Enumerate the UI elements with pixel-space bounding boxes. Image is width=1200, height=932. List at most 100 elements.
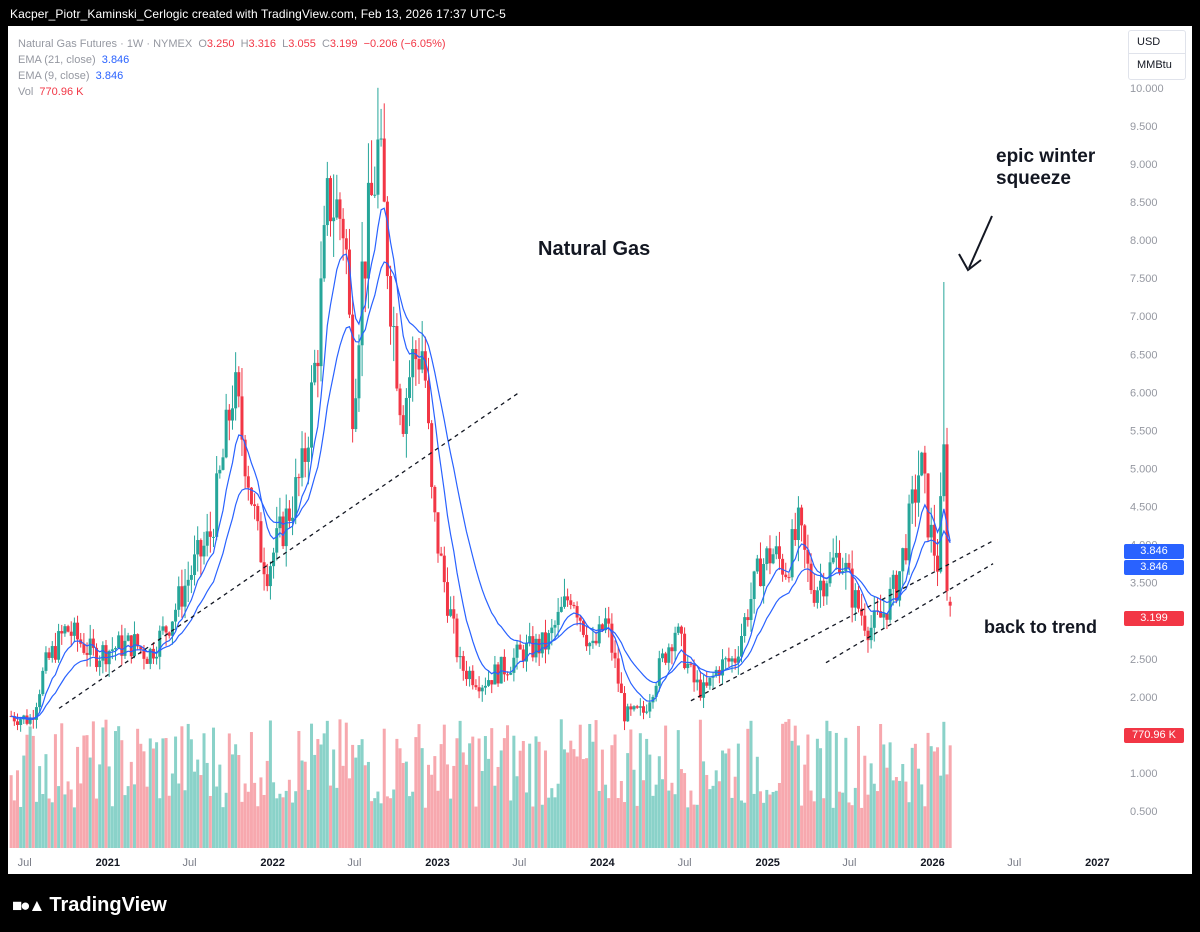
candle-body bbox=[765, 548, 769, 565]
candle-body bbox=[850, 568, 854, 608]
volume-bar bbox=[224, 792, 228, 848]
currency-button[interactable]: USD bbox=[1137, 36, 1161, 48]
candle-body bbox=[139, 646, 143, 650]
candle-body bbox=[91, 638, 95, 648]
volume-bar bbox=[528, 743, 532, 848]
volume-bar bbox=[113, 731, 117, 848]
tradingview-brand[interactable]: ■●▲ TradingView bbox=[12, 894, 167, 917]
candle-body bbox=[347, 249, 351, 315]
volume-bar bbox=[749, 720, 753, 848]
volume-bar bbox=[60, 723, 64, 848]
unit-button[interactable]: MMBtu bbox=[1129, 53, 1185, 76]
candle-body bbox=[493, 664, 497, 685]
price-chart[interactable]: 0.5001.0001.5002.0002.5003.0003.5004.000… bbox=[8, 26, 1192, 874]
candle-body bbox=[585, 634, 589, 647]
candle-body bbox=[430, 423, 434, 487]
candle-body bbox=[310, 382, 314, 448]
brand-name: TradingView bbox=[49, 894, 167, 916]
candle-body bbox=[332, 217, 336, 222]
volume-bar bbox=[22, 755, 26, 848]
candle-body bbox=[63, 626, 67, 634]
volume-bar bbox=[667, 790, 671, 848]
candle-body bbox=[885, 613, 889, 620]
y-tick-label: 8.500 bbox=[1130, 197, 1158, 209]
candle-body bbox=[714, 669, 718, 676]
volume-bar bbox=[604, 784, 608, 848]
candle-body bbox=[76, 622, 80, 640]
volume-bar bbox=[85, 735, 89, 848]
candle-body bbox=[888, 588, 892, 620]
candle-body bbox=[313, 362, 317, 383]
y-tick-label: 9.000 bbox=[1130, 159, 1158, 171]
squeeze-line-2: squeeze bbox=[996, 168, 1071, 189]
volume-bar bbox=[638, 733, 642, 848]
candle-body bbox=[597, 624, 601, 644]
candle-body bbox=[483, 685, 487, 688]
volume-bar bbox=[468, 743, 472, 848]
candle-body bbox=[189, 575, 193, 580]
candle-body bbox=[417, 359, 421, 370]
candle-body bbox=[199, 540, 203, 557]
candle-body bbox=[749, 599, 753, 621]
volume-bar bbox=[291, 802, 295, 848]
candle-body bbox=[907, 503, 911, 561]
x-tick-label: 2022 bbox=[260, 857, 284, 869]
candle-body bbox=[591, 640, 595, 644]
candle-body bbox=[898, 571, 902, 601]
volume-bar bbox=[287, 779, 291, 848]
volume-bar bbox=[117, 726, 121, 848]
volume-bar bbox=[95, 798, 99, 848]
volume-bar bbox=[404, 761, 408, 848]
volume-bar bbox=[12, 800, 16, 848]
candle-body bbox=[113, 648, 117, 650]
unit-selector[interactable]: USD MMBtu bbox=[1128, 30, 1186, 80]
candle-body bbox=[474, 685, 478, 688]
volume-bar bbox=[575, 756, 579, 848]
volume-bar bbox=[856, 725, 860, 848]
candle-body bbox=[534, 638, 538, 658]
candle-body bbox=[230, 408, 234, 421]
volume-bar bbox=[480, 771, 484, 848]
candle-body bbox=[623, 693, 627, 722]
candle-body bbox=[629, 706, 633, 710]
candle-body bbox=[676, 626, 680, 633]
volume-bar bbox=[490, 728, 494, 848]
volume-bar bbox=[347, 778, 351, 848]
volume-bar bbox=[215, 786, 219, 848]
volume-bar bbox=[629, 729, 633, 848]
volume-bar bbox=[784, 721, 788, 848]
candle-body bbox=[439, 553, 443, 556]
volume-bar bbox=[414, 737, 418, 848]
x-tick-label: 2027 bbox=[1085, 857, 1109, 869]
candle-body bbox=[695, 679, 699, 683]
candle-body bbox=[525, 643, 529, 662]
candle-body bbox=[395, 326, 399, 389]
candle-body bbox=[95, 647, 99, 668]
candle-body bbox=[743, 617, 747, 637]
candle-body bbox=[730, 658, 734, 662]
candle-body bbox=[724, 658, 728, 660]
volume-bar bbox=[654, 784, 658, 848]
candle-body bbox=[411, 348, 415, 378]
volume-bar bbox=[38, 766, 42, 848]
volume-bar bbox=[458, 720, 462, 848]
candle-body bbox=[66, 626, 70, 632]
volume-bar bbox=[145, 786, 149, 848]
volume-bar bbox=[376, 791, 380, 848]
volume-bar bbox=[768, 794, 772, 848]
volume-bar bbox=[53, 734, 57, 848]
candle-body bbox=[360, 261, 364, 346]
candle-body bbox=[487, 680, 491, 686]
volume-bar bbox=[142, 751, 146, 848]
volume-bar bbox=[31, 735, 35, 848]
candle-body bbox=[287, 508, 291, 521]
volume-bar bbox=[474, 806, 478, 848]
low-value: 3.055 bbox=[288, 38, 316, 50]
volume-bar bbox=[313, 754, 317, 848]
volume-bar bbox=[44, 754, 48, 848]
candle-body bbox=[117, 635, 121, 649]
candle-body bbox=[515, 644, 519, 658]
candle-body bbox=[819, 580, 823, 591]
volume-bar bbox=[948, 745, 952, 848]
candle-body bbox=[461, 656, 465, 671]
